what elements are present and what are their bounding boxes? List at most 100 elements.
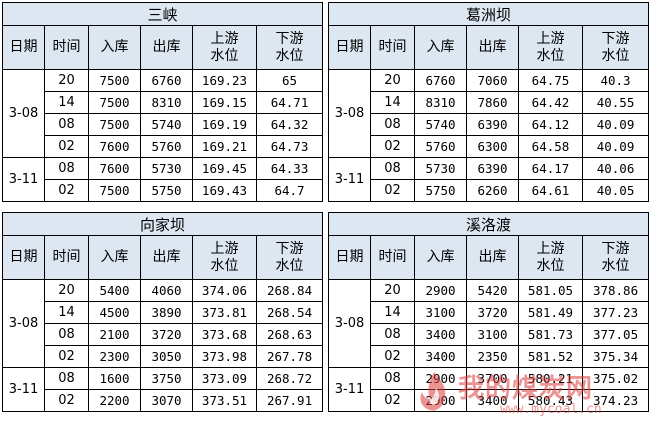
time-cell: 02 <box>44 389 89 412</box>
header-date: 日期 <box>328 25 371 70</box>
downstream-level-cell: 40.09 <box>581 135 649 158</box>
outflow-cell: 7860 <box>466 91 519 114</box>
outflow-cell: 6760 <box>140 69 193 92</box>
table-row: 3-08 20 2900 5420 581.05 378.86 <box>328 279 649 368</box>
panel-gezhouba: 葛洲坝 日期 时间 入库 出库 上游 水位 下游 水位 3-08 20 6760 7060 64.75 40… <box>327 2 649 202</box>
table-row: 08 3400 3100 581.73 377.05 <box>329 323 649 346</box>
inflow-cell: 8310 <box>414 91 467 114</box>
header-outflow: 出库 <box>140 25 193 70</box>
time-cell: 08 <box>44 113 89 136</box>
reservoir-table: 溪洛渡 日期 时间 入库 出库 上游 水位 下游 水位 3-08 20 2900 5420 581.05 3… <box>327 212 649 412</box>
inflow-cell: 2100 <box>88 323 141 346</box>
inflow-cell: 7600 <box>88 157 141 180</box>
date-cell: 3-08 <box>2 69 45 158</box>
downstream-level-cell: 65 <box>255 69 324 92</box>
outflow-cell: 6260 <box>466 179 519 202</box>
upstream-level-cell: 169.45 <box>192 157 257 180</box>
date-cell: 3-11 <box>328 367 371 412</box>
upstream-level-cell: 373.51 <box>192 389 257 412</box>
upstream-level-cell: 169.19 <box>192 113 257 136</box>
header-upstream-level-line: 上游 <box>210 240 239 257</box>
outflow-cell: 4060 <box>140 279 193 302</box>
downstream-level-cell: 268.84 <box>255 279 324 302</box>
outflow-cell: 6390 <box>466 113 519 136</box>
header-downstream-level-line: 下游 <box>601 30 630 47</box>
upstream-level-cell: 581.49 <box>518 301 583 324</box>
panel-sanxia: 三峡 日期 时间 入库 出库 上游 水位 下游 水位 3-08 20 7500 6760 169.23 65… <box>1 2 324 202</box>
header-upstream-level: 上游 水位 <box>518 235 583 280</box>
panel-xiangjiaba: 向家坝 日期 时间 入库 出库 上游 水位 下游 水位 3-08 20 5400 4060 374.06 2… <box>1 212 324 412</box>
upstream-level-cell: 64.17 <box>518 157 583 180</box>
outflow-cell: 7060 <box>466 69 519 92</box>
header-downstream-level-line: 水位 <box>601 47 630 64</box>
time-cell: 14 <box>370 91 415 114</box>
header-row: 日期 时间 入库 出库 上游 水位 下游 水位 <box>328 25 649 70</box>
header-inflow: 入库 <box>88 235 141 280</box>
time-cell: 08 <box>370 113 415 136</box>
table-row: 14 4500 3890 373.81 268.54 <box>3 301 324 324</box>
inflow-cell: 5400 <box>88 279 141 302</box>
time-cell: 02 <box>370 345 415 368</box>
header-inflow: 入库 <box>88 25 141 70</box>
table-row: 02 5750 6260 64.61 40.05 <box>329 179 649 202</box>
time-cell: 08 <box>370 323 415 346</box>
header-inflow: 入库 <box>414 235 467 280</box>
header-date: 日期 <box>328 235 371 280</box>
table-row: 14 8310 7860 64.42 40.55 <box>329 91 649 114</box>
inflow-cell: 5750 <box>414 179 467 202</box>
time-cell: 08 <box>44 157 89 180</box>
table-row: 02 3400 2350 581.52 375.34 <box>329 345 649 368</box>
inflow-cell: 5760 <box>414 135 467 158</box>
date-cell: 3-08 <box>2 279 45 368</box>
date-cell: 3-08 <box>328 69 371 158</box>
reservoir-table: 三峡 日期 时间 入库 出库 上游 水位 下游 水位 3-08 20 7500 6760 169.23 65… <box>1 2 324 202</box>
inflow-cell: 1600 <box>88 367 141 390</box>
table-row: 3-11 08 2900 3700 580.21 375.02 <box>328 367 649 412</box>
outflow-cell: 3050 <box>140 345 193 368</box>
table-row: 02 5760 6300 64.58 40.09 <box>329 135 649 158</box>
upstream-level-cell: 581.05 <box>518 279 583 302</box>
inflow-cell: 7500 <box>88 113 141 136</box>
upstream-level-cell: 373.81 <box>192 301 257 324</box>
outflow-cell: 5750 <box>140 179 193 202</box>
header-downstream-level-line: 水位 <box>275 47 304 64</box>
time-cell: 02 <box>370 179 415 202</box>
date-cell: 3-08 <box>328 279 371 368</box>
header-time: 时间 <box>370 25 415 70</box>
inflow-cell: 3100 <box>414 301 467 324</box>
downstream-level-cell: 64.33 <box>255 157 324 180</box>
time-cell: 20 <box>44 279 89 302</box>
inflow-cell: 3400 <box>414 323 467 346</box>
upstream-level-cell: 169.23 <box>192 69 257 92</box>
downstream-level-cell: 64.32 <box>255 113 324 136</box>
header-downstream-level-line: 下游 <box>601 240 630 257</box>
table-row: 3-08 20 7500 6760 169.23 65 <box>2 69 324 158</box>
time-cell: 08 <box>370 367 415 390</box>
reservoir-table: 葛洲坝 日期 时间 入库 出库 上游 水位 下游 水位 3-08 20 6760 7060 64.75 40… <box>327 2 649 202</box>
outflow-cell: 5760 <box>140 135 193 158</box>
header-inflow: 入库 <box>414 25 467 70</box>
header-downstream-level: 下游 水位 <box>581 25 649 70</box>
upstream-level-cell: 373.09 <box>192 367 257 390</box>
reservoir-table: 向家坝 日期 时间 入库 出库 上游 水位 下游 水位 3-08 20 5400 4060 374.06 2… <box>1 212 324 412</box>
upstream-level-cell: 580.21 <box>518 367 583 390</box>
time-cell: 14 <box>370 301 415 324</box>
header-upstream-level-line: 上游 <box>210 30 239 47</box>
downstream-level-cell: 374.23 <box>581 389 649 412</box>
downstream-level-cell: 267.91 <box>255 389 324 412</box>
outflow-cell: 3100 <box>466 323 519 346</box>
header-upstream-level: 上游 水位 <box>518 25 583 70</box>
downstream-level-cell: 375.02 <box>581 367 649 390</box>
downstream-level-cell: 377.23 <box>581 301 649 324</box>
inflow-cell: 4500 <box>88 301 141 324</box>
time-cell: 20 <box>44 69 89 92</box>
panel-xiluodu: 溪洛渡 日期 时间 入库 出库 上游 水位 下游 水位 3-08 20 2900 5420 581.05 3… <box>327 212 649 412</box>
header-upstream-level-line: 水位 <box>210 257 239 274</box>
downstream-level-cell: 40.06 <box>581 157 649 180</box>
header-downstream-level-line: 水位 <box>601 257 630 274</box>
outflow-cell: 3700 <box>466 367 519 390</box>
header-outflow: 出库 <box>140 235 193 280</box>
date-cell: 3-11 <box>2 157 45 202</box>
downstream-level-cell: 268.54 <box>255 301 324 324</box>
downstream-level-cell: 40.05 <box>581 179 649 202</box>
